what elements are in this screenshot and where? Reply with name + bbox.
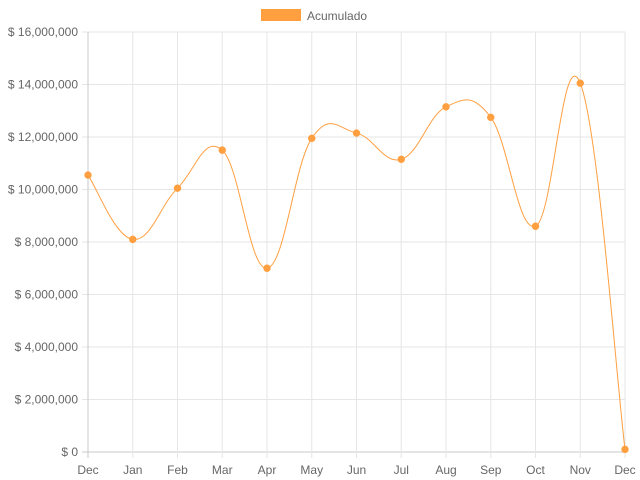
data-point (531, 222, 540, 230)
x-tick-label: Mar (212, 463, 233, 477)
data-point (352, 129, 361, 137)
y-axis: $ 0 $ 2,000,000 $ 4,000,000 $ 6,000,000 $ 8,… (8, 25, 78, 459)
data-point (397, 155, 405, 164)
x-tick-label: Dec (77, 463, 98, 477)
data-point (621, 445, 629, 454)
data-point (218, 146, 226, 154)
y-tick-label: $ 4,000,000 (15, 340, 79, 354)
data-point (84, 171, 92, 179)
series-line (87, 75, 626, 450)
y-tick-label: $ 14,000,000 (8, 78, 78, 92)
data-point (487, 113, 495, 122)
data-point (576, 79, 584, 87)
y-tick-label: $ 8,000,000 (15, 235, 79, 249)
data-point (442, 103, 450, 111)
y-tick-label: $ 12,000,000 (8, 130, 78, 144)
legend[interactable]: Acumulado (261, 9, 367, 23)
x-tick-label: Aug (435, 463, 456, 477)
data-point (173, 184, 182, 192)
x-tick-label: Jul (394, 463, 409, 477)
x-tick-label: Nov (570, 463, 591, 477)
x-tick-label: May (300, 463, 323, 477)
x-tick-label: Dec (614, 463, 635, 477)
y-tick-label: $ 0 (61, 445, 78, 459)
x-tick-label: Jun (347, 463, 366, 477)
data-point (308, 134, 316, 143)
y-tick-label: $ 10,000,000 (8, 183, 78, 197)
y-tick-label: $ 2,000,000 (15, 393, 79, 407)
x-tick-label: Jan (123, 463, 142, 477)
x-tick-label: Oct (526, 463, 545, 477)
legend-swatch[interactable] (261, 9, 301, 21)
x-tick-label: Feb (167, 463, 188, 477)
legend-label[interactable]: Acumulado (307, 9, 367, 23)
x-tick-label: Apr (258, 463, 277, 477)
series-layer (84, 75, 629, 454)
data-point (129, 235, 137, 244)
x-axis: Dec Jan Feb Mar Apr May Jun Jul Aug Sep Oct Nov Dec (77, 463, 635, 477)
grid (82, 31, 626, 458)
y-tick-label: $ 6,000,000 (15, 288, 79, 302)
data-point (263, 264, 271, 272)
y-tick-label: $ 16,000,000 (8, 25, 78, 39)
x-tick-label: Sep (480, 463, 502, 477)
